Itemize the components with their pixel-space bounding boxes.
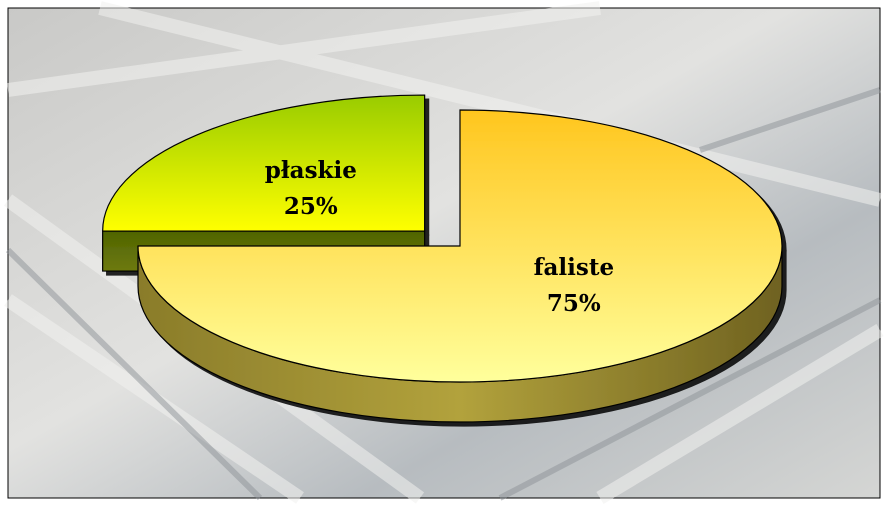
value-label: 75% bbox=[547, 290, 601, 317]
chart: płaskie 25% faliste 75% bbox=[0, 0, 885, 506]
value-label: 25% bbox=[284, 193, 338, 220]
slice-label: płaskie bbox=[265, 157, 357, 184]
slice-label: faliste bbox=[534, 254, 614, 281]
